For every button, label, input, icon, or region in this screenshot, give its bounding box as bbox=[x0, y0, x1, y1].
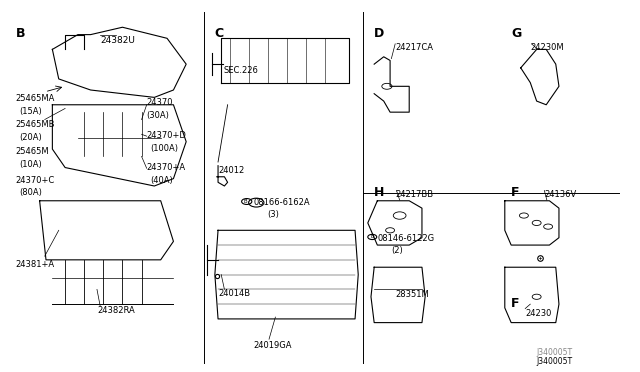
Text: 25465M: 25465M bbox=[15, 147, 49, 156]
Text: H: H bbox=[374, 186, 385, 199]
Text: G: G bbox=[511, 27, 522, 40]
Text: (3): (3) bbox=[268, 210, 280, 219]
Text: 24381+A: 24381+A bbox=[15, 260, 54, 269]
Text: J340005T: J340005T bbox=[537, 357, 573, 366]
Text: F: F bbox=[511, 297, 520, 310]
Text: 24382RA: 24382RA bbox=[97, 306, 135, 315]
Text: B: B bbox=[371, 234, 374, 240]
Text: B: B bbox=[15, 27, 25, 40]
Text: 24230: 24230 bbox=[525, 309, 552, 318]
Text: (2): (2) bbox=[392, 246, 403, 255]
Text: 08146-6122G: 08146-6122G bbox=[378, 234, 435, 243]
Text: 25465MA: 25465MA bbox=[15, 94, 55, 103]
Text: (40A): (40A) bbox=[150, 176, 173, 185]
Text: (10A): (10A) bbox=[19, 160, 42, 169]
Text: 24370+D: 24370+D bbox=[147, 131, 186, 140]
Text: 24012: 24012 bbox=[218, 166, 244, 175]
Text: 24370: 24370 bbox=[147, 98, 173, 107]
Text: 24382U: 24382U bbox=[100, 36, 135, 45]
Text: 25465MB: 25465MB bbox=[15, 120, 55, 129]
Text: (100A): (100A) bbox=[150, 144, 179, 153]
Text: (80A): (80A) bbox=[19, 188, 42, 197]
Text: 24370+C: 24370+C bbox=[15, 176, 54, 185]
Text: 24217BB: 24217BB bbox=[395, 190, 433, 199]
Text: SEC.226: SEC.226 bbox=[223, 66, 258, 75]
Text: 08166-6162A: 08166-6162A bbox=[253, 198, 310, 207]
Text: 24019GA: 24019GA bbox=[253, 341, 292, 350]
Text: (20A): (20A) bbox=[19, 133, 42, 142]
Text: C: C bbox=[215, 27, 224, 40]
Text: (15A): (15A) bbox=[19, 107, 42, 116]
Text: D: D bbox=[374, 27, 385, 40]
Text: 24230M: 24230M bbox=[531, 43, 564, 52]
Text: 24014B: 24014B bbox=[218, 289, 250, 298]
Text: 28351M: 28351M bbox=[395, 290, 429, 299]
Text: 24370+A: 24370+A bbox=[147, 163, 186, 172]
Text: 24136V: 24136V bbox=[544, 190, 577, 199]
Text: (30A): (30A) bbox=[147, 111, 170, 120]
Text: 24217CA: 24217CA bbox=[395, 43, 433, 52]
Text: J340005T: J340005T bbox=[537, 347, 573, 357]
Text: F: F bbox=[511, 186, 520, 199]
Text: B: B bbox=[244, 199, 247, 204]
